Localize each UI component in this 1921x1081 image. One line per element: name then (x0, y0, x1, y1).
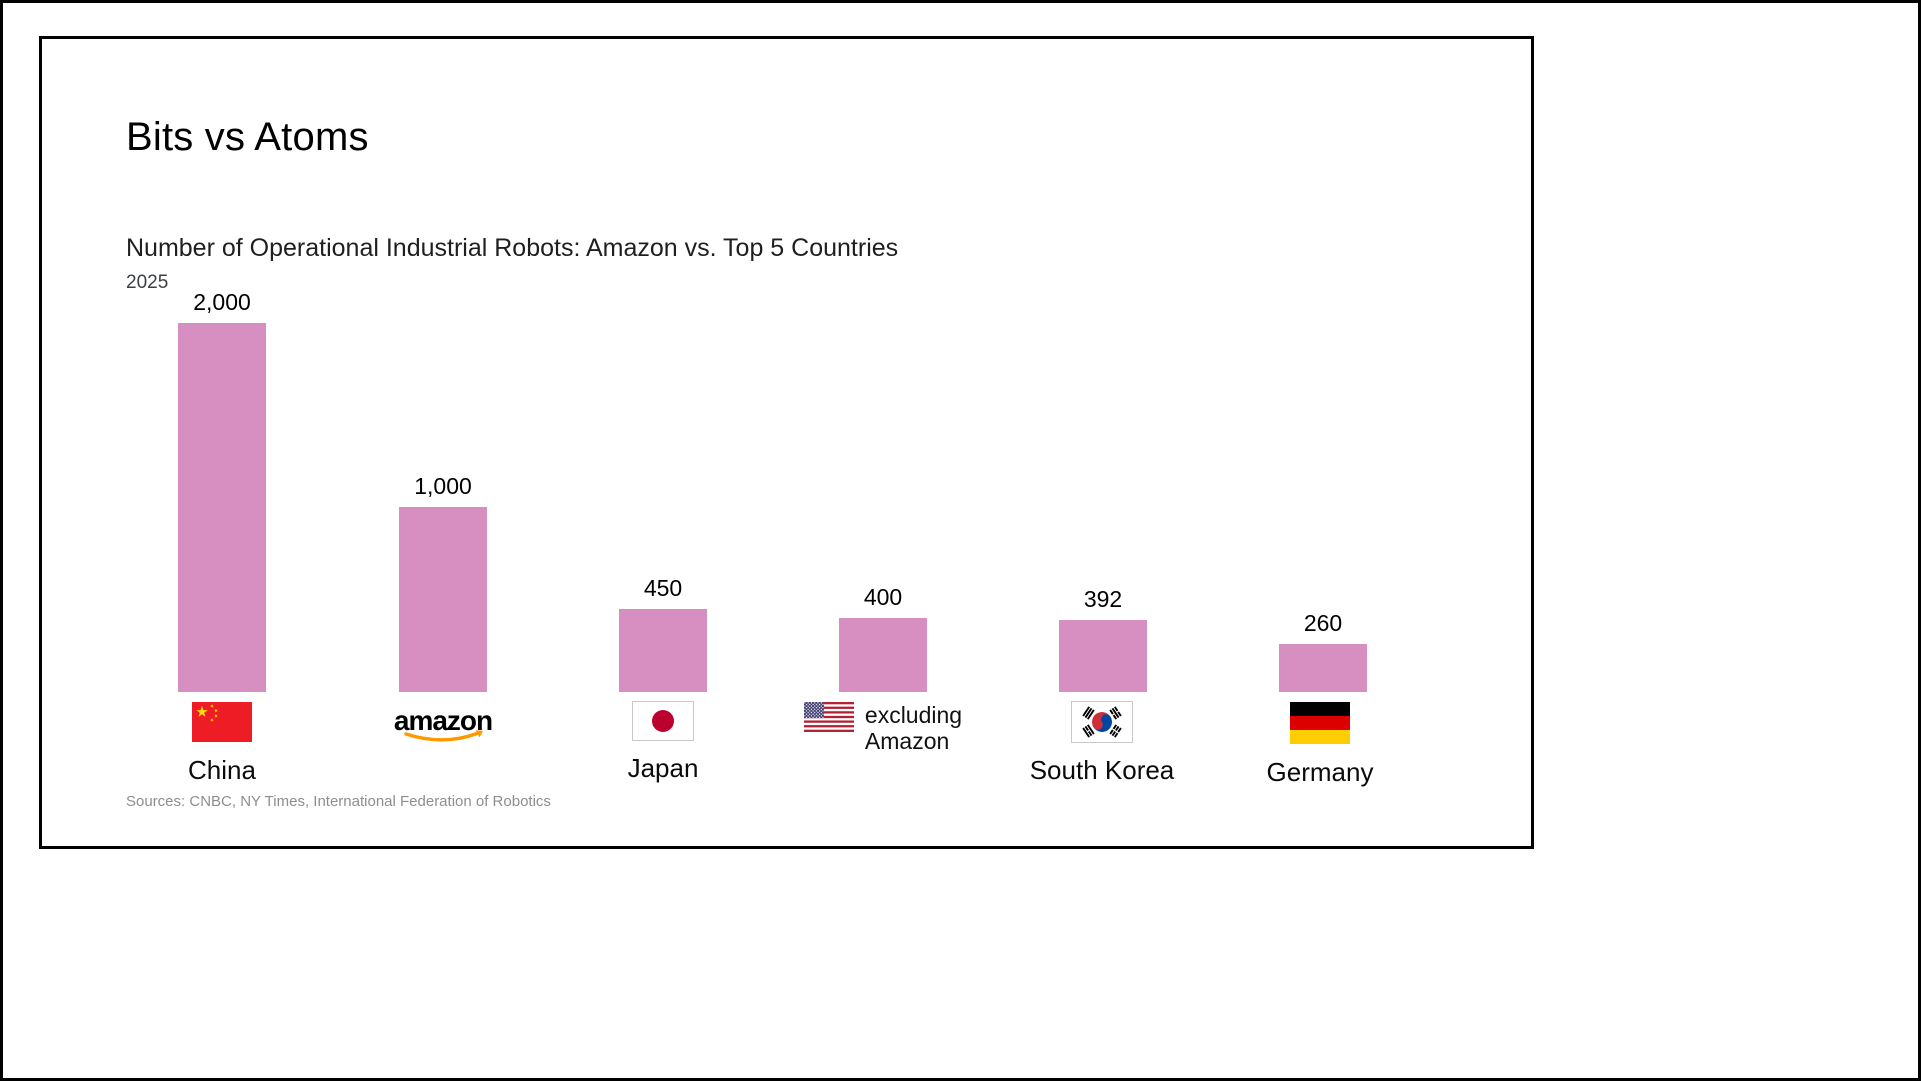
japan-flag-icon (632, 701, 694, 741)
bar-value-label: 1,000 (414, 473, 472, 499)
us-note-line1: excluding (864, 702, 963, 728)
bar-south-korea (1059, 620, 1147, 692)
bar-value-label: 260 (1303, 610, 1343, 636)
chart-title: Number of Operational Industrial Robots:… (126, 234, 899, 262)
country-label: China (188, 755, 256, 785)
bar-value-label: 392 (1083, 586, 1123, 612)
us-note-text: excluding Amazon (865, 702, 962, 754)
bar-japan (619, 609, 707, 692)
bar-value-label: 400 (863, 584, 903, 610)
footer-us-excluding-amazon: excluding Amazon (763, 702, 1003, 754)
bar-germany (1279, 644, 1367, 692)
south-korea-flag-icon (1071, 701, 1133, 743)
bar-value-label: 450 (643, 575, 683, 601)
bar-group-amazon: 1,000 (399, 473, 487, 692)
bar-china (178, 323, 266, 692)
footer-south-korea: South Korea (982, 701, 1222, 786)
us-note-block: excluding Amazon (803, 702, 962, 754)
footer-china: China (102, 702, 342, 786)
bar-group-china: 2,000 (178, 289, 266, 692)
country-label: South Korea (1029, 755, 1175, 785)
chart-subtitle-year: 2025 (126, 272, 169, 293)
slide-frame (39, 36, 1534, 849)
bar-group-us-excluding-amazon: 400 (839, 584, 927, 692)
china-flag-icon (192, 702, 252, 742)
page-title: Bits vs Atoms (126, 115, 369, 159)
bar-us-excluding-amazon (839, 618, 927, 692)
sources-note: Sources: CNBC, NY Times, International F… (126, 793, 551, 810)
country-label: Japan (627, 753, 699, 783)
bar-group-germany: 260 (1279, 610, 1367, 692)
footer-japan: Japan (543, 701, 783, 784)
germany-flag-icon (1290, 702, 1350, 744)
amazon-logo-icon: amazon (391, 705, 495, 747)
footer-amazon: amazon (323, 705, 563, 747)
bar-amazon (399, 507, 487, 692)
bar-group-south-korea: 392 (1059, 586, 1147, 692)
footer-germany: Germany (1200, 702, 1440, 788)
us-note-line2: Amazon (864, 728, 950, 754)
us-flag-icon (803, 702, 854, 732)
country-label: Germany (1266, 757, 1374, 787)
bar-value-label: 2,000 (193, 289, 251, 315)
bar-group-japan: 450 (619, 575, 707, 692)
